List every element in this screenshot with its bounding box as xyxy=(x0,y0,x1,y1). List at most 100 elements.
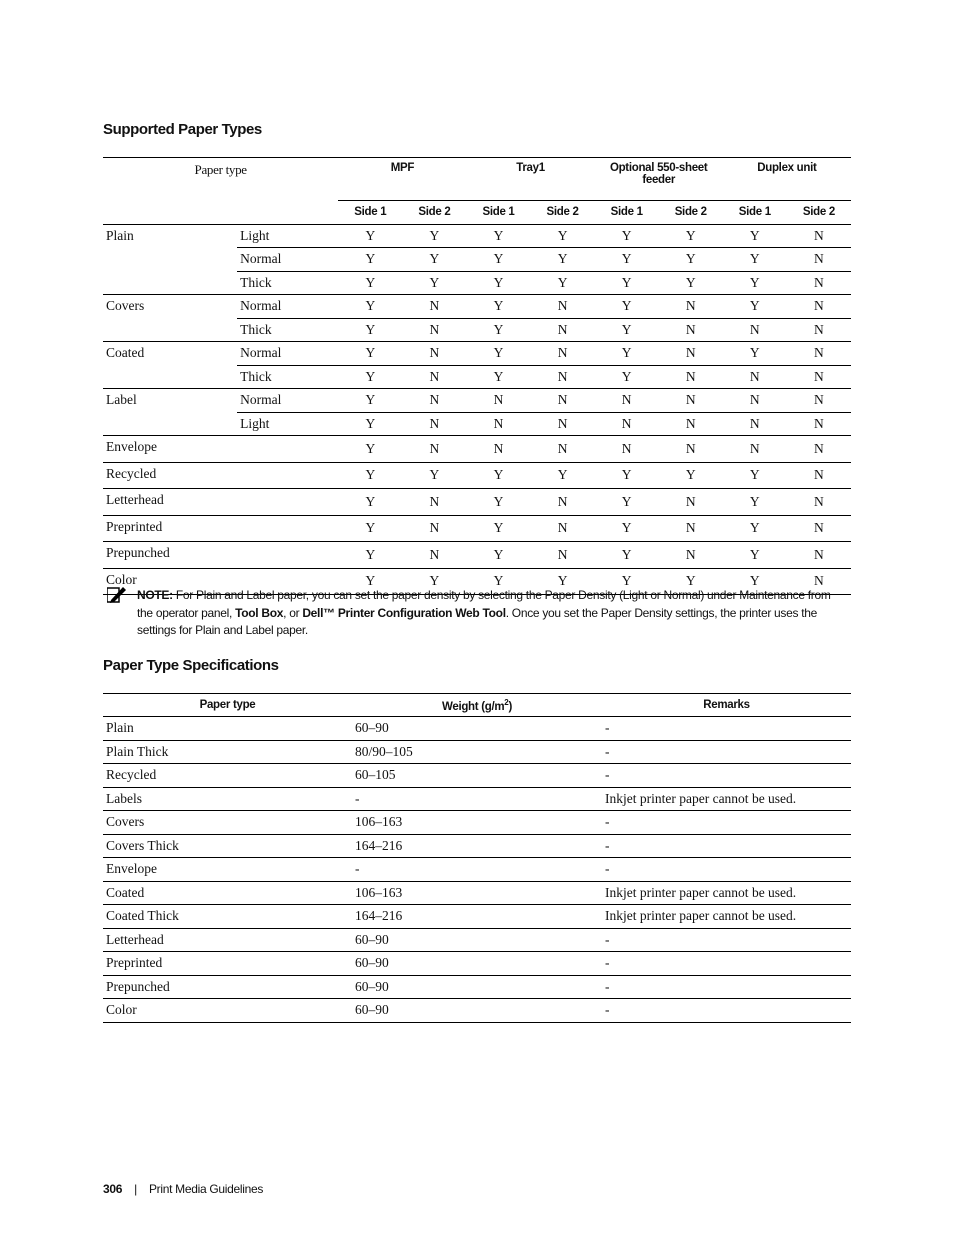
table-row: Thick Y N Y N Y N N N xyxy=(103,318,851,342)
support-cell: Y xyxy=(365,321,376,337)
support-cell: Y xyxy=(557,573,568,589)
support-cell: N xyxy=(685,415,696,431)
support-cell: Y xyxy=(621,227,632,243)
support-cell: N xyxy=(557,520,568,536)
paper-subtype-cell: Thick xyxy=(240,321,272,337)
support-cell: Y xyxy=(621,274,632,290)
table-row: Recycled Y Y Y Y Y Y Y N xyxy=(103,462,851,489)
support-cell: N xyxy=(685,321,696,337)
support-cell: N xyxy=(557,298,568,314)
support-cell: Y xyxy=(493,274,504,290)
paper-subtype-cell xyxy=(237,462,338,489)
table-row: Preprinted 60–90 - xyxy=(103,952,851,975)
paper-type-cell: Letterhead xyxy=(103,488,238,516)
header-paper-type: Paper type xyxy=(199,699,256,711)
support-cell: N xyxy=(685,493,696,509)
support-cell: Y xyxy=(365,573,376,589)
support-cell: N xyxy=(429,321,440,337)
support-cell: Y xyxy=(493,298,504,314)
support-cell: Y xyxy=(493,227,504,243)
header-tray1: Tray1 xyxy=(466,157,595,201)
header-side: Side 2 xyxy=(802,206,835,219)
support-cell: Y xyxy=(493,368,504,384)
support-cell: N xyxy=(429,368,440,384)
paper-type-cell: Letterhead xyxy=(106,931,164,947)
support-cell: Y xyxy=(749,493,760,509)
support-cell: Y xyxy=(429,467,440,483)
support-cell: N xyxy=(685,368,696,384)
support-cell: N xyxy=(814,368,824,384)
support-cell: Y xyxy=(621,298,632,314)
support-cell: N xyxy=(749,440,760,456)
support-cell: N xyxy=(429,520,440,536)
support-cell: Y xyxy=(621,546,632,562)
paper-subtype-cell: Normal xyxy=(240,298,282,314)
paper-type-cell: Prepunched xyxy=(103,541,238,569)
remarks-cell: Inkjet printer paper cannot be used. xyxy=(605,790,797,806)
remarks-cell: - xyxy=(605,720,610,736)
support-cell: Y xyxy=(365,440,376,456)
paper-subtype-cell xyxy=(237,515,338,542)
paper-type-cell: Plain xyxy=(106,720,134,736)
header-remarks: Remarks xyxy=(703,699,750,711)
weight-cell: 106–163 xyxy=(355,884,403,900)
paper-subtype-cell: Thick xyxy=(240,368,272,384)
support-cell: Y xyxy=(365,520,376,536)
support-cell: Y xyxy=(749,467,760,483)
support-cell: N xyxy=(557,368,568,384)
paper-subtype-cell xyxy=(237,542,338,569)
table-row: Prepunched 60–90 - xyxy=(103,975,851,999)
table-row: Covers 106–163 - xyxy=(103,811,851,834)
support-cell: Y xyxy=(365,415,376,431)
support-cell: Y xyxy=(621,493,632,509)
support-cell: Y xyxy=(365,368,376,384)
section-title-supported-paper-types: Supported Paper Types xyxy=(103,121,262,138)
table-row: Light Y N N N N N N N xyxy=(103,412,851,436)
tool-box-ref: Tool Box xyxy=(235,605,284,620)
paper-type-cell: Preprinted xyxy=(103,515,238,542)
support-cell: N xyxy=(621,392,632,408)
weight-cell: 60–90 xyxy=(355,931,389,947)
paper-type-cell: Recycled xyxy=(103,462,238,489)
support-cell: N xyxy=(429,298,440,314)
support-cell: N xyxy=(749,392,760,408)
support-cell: N xyxy=(749,415,760,431)
support-cell: N xyxy=(685,392,696,408)
support-cell: Y xyxy=(685,573,696,589)
support-cell: N xyxy=(685,520,696,536)
weight-cell: - xyxy=(355,861,360,877)
support-cell: Y xyxy=(749,251,760,267)
remarks-cell: - xyxy=(605,814,610,830)
support-cell: N xyxy=(814,345,824,361)
support-cell: Y xyxy=(685,227,696,243)
support-cell: N xyxy=(557,415,568,431)
support-cell: N xyxy=(493,440,504,456)
table-row: Labels - Inkjet printer paper cannot be us… xyxy=(103,787,851,811)
support-cell: Y xyxy=(749,573,760,589)
support-cell: N xyxy=(749,368,760,384)
note-text: NOTE: For Plain and Label paper, you can… xyxy=(137,587,837,640)
page-number: 306 xyxy=(103,1182,123,1196)
support-cell: N xyxy=(814,227,824,243)
support-cell: N xyxy=(814,493,824,509)
paper-subtype-cell: Normal xyxy=(240,251,282,267)
note-label: NOTE: xyxy=(137,588,173,602)
table-row: Coated Thick 164–216 Inkjet printer paper … xyxy=(103,905,851,928)
table-row: Letterhead 60–90 - xyxy=(103,928,851,952)
support-cell: Y xyxy=(749,546,760,562)
support-cell: N xyxy=(557,392,568,408)
support-cell: Y xyxy=(749,345,760,361)
paper-type-cell: Covers xyxy=(103,294,238,342)
support-cell: Y xyxy=(685,467,696,483)
section-title-paper-type-specifications: Paper Type Specifications xyxy=(103,657,279,674)
table-row: Recycled 60–105 - xyxy=(103,764,851,787)
weight-cell: 60–90 xyxy=(355,955,389,971)
support-cell: N xyxy=(429,392,440,408)
remarks-cell: - xyxy=(605,743,610,759)
weight-cell: 60–90 xyxy=(355,1002,389,1018)
support-cell: Y xyxy=(685,274,696,290)
table-row: Prepunched Y N Y N Y N Y N xyxy=(103,541,851,569)
support-cell: N xyxy=(749,321,760,337)
table-row: Normal Y Y Y Y Y Y Y N xyxy=(103,248,851,271)
weight-cell: 60–90 xyxy=(355,720,389,736)
